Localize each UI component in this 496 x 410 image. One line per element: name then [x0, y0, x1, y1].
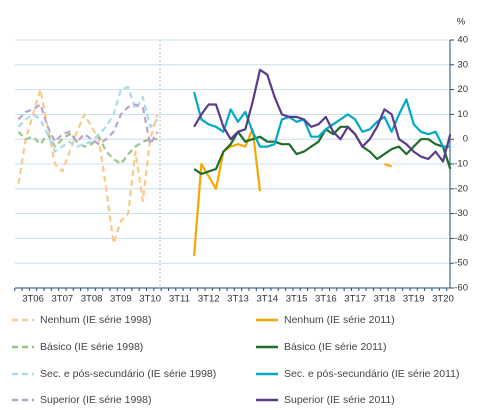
x-tick-label: 3T15 [286, 294, 308, 305]
y-tick-label: 30 [457, 59, 468, 70]
y-tick-label: -30 [454, 208, 468, 219]
legend-label: Sec. e pós-secundário (IE série 2011) [284, 368, 459, 380]
x-tick-label: 3T20 [432, 294, 454, 305]
y-tick-label: -50 [454, 258, 468, 269]
legend-label: Sec. e pós-secundário (IE série 1998) [40, 368, 216, 380]
x-tick-label: 3T08 [81, 294, 103, 305]
y-axis-unit: % [457, 17, 466, 28]
x-tick-label: 3T17 [344, 294, 366, 305]
series-line [193, 91, 451, 148]
x-tick-label: 3T19 [403, 294, 425, 305]
y-tick-label: 40 [457, 35, 468, 46]
y-tick-label: 0 [463, 134, 468, 145]
x-tick-label: 3T11 [169, 294, 190, 305]
y-tick-label: 20 [457, 84, 468, 95]
x-tick-label: 3T14 [256, 294, 278, 305]
y-tick-label: -20 [454, 183, 468, 194]
legend-label: Superior (IE série 1998) [40, 394, 151, 406]
series-line [193, 68, 452, 163]
y-tick-label: -10 [454, 159, 468, 170]
legend-label: Nenhum (IE série 1998) [40, 314, 151, 326]
y-tick-label: -60 [454, 283, 468, 294]
legend-label: Básico (IE série 2011) [284, 341, 387, 353]
series-line [17, 88, 159, 245]
x-tick-label: 3T13 [227, 294, 249, 305]
series-line [17, 103, 159, 146]
x-tick-label: 3T07 [51, 294, 73, 305]
legend-label: Básico (IE série 1998) [40, 341, 143, 353]
y-tick-label: 10 [457, 109, 468, 120]
x-tick-label: 3T18 [374, 294, 396, 305]
legend-label: Nenhum (IE série 2011) [284, 314, 395, 326]
x-tick-label: 3T12 [198, 294, 220, 305]
series-line [17, 131, 158, 166]
x-tick-label: 3T06 [22, 294, 44, 305]
legend-label: Superior (IE série 2011) [284, 394, 395, 406]
x-tick-label: 3T10 [139, 294, 161, 305]
x-tick-label: 3T16 [315, 294, 337, 305]
x-tick-label: 3T09 [110, 294, 132, 305]
y-tick-label: -40 [454, 233, 468, 244]
